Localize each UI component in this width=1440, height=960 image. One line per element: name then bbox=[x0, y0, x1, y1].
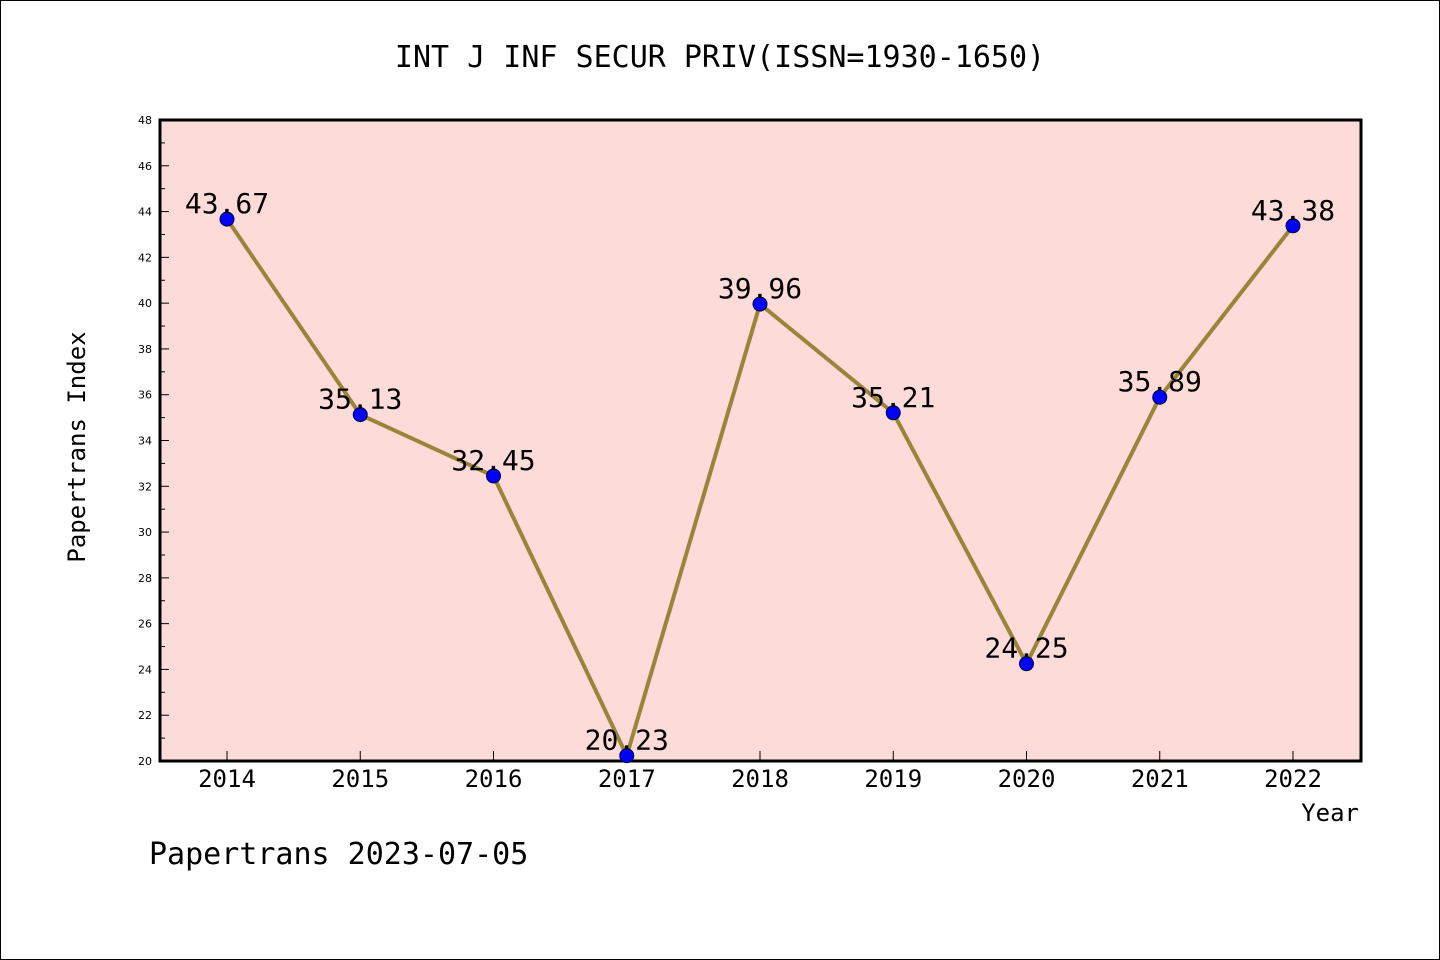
data-point bbox=[219, 211, 235, 227]
y-tick-label: 44 bbox=[138, 206, 152, 219]
data-point bbox=[486, 468, 501, 484]
series-group: 43.67 35.13 32.45 20.23 39.96 35.21 24.25 35.89… bbox=[185, 187, 1335, 764]
x-tick-label: 2017 bbox=[598, 765, 656, 793]
data-point bbox=[885, 405, 901, 421]
x-tick-label: 2014 bbox=[198, 765, 256, 793]
x-tick-label: 2016 bbox=[465, 765, 523, 793]
y-tick-label: 36 bbox=[138, 389, 152, 402]
data-point bbox=[1152, 389, 1168, 405]
x-tick-label: 2019 bbox=[864, 765, 922, 793]
y-tick-label: 26 bbox=[138, 618, 152, 631]
data-label: 24.25 bbox=[984, 632, 1068, 665]
y-tick-label: 30 bbox=[138, 526, 152, 539]
data-point bbox=[1019, 656, 1034, 672]
x-axis-label: Year bbox=[1301, 799, 1359, 827]
y-tick-label: 22 bbox=[138, 709, 152, 722]
x-tick-label: 2022 bbox=[1264, 765, 1322, 793]
footer-text: Papertrans 2023-07-05 bbox=[149, 837, 528, 872]
data-label: 43.38 bbox=[1251, 194, 1335, 227]
x-tick-label: 2015 bbox=[331, 765, 389, 793]
data-label: 43.67 bbox=[185, 187, 269, 220]
x-tick-label: 2018 bbox=[731, 765, 789, 793]
data-point bbox=[1285, 218, 1301, 234]
y-tick-label: 32 bbox=[138, 480, 152, 493]
data-label: 35.21 bbox=[851, 381, 935, 414]
y-tick-label: 34 bbox=[138, 435, 152, 448]
y-axis-label: Papertrans Index bbox=[63, 331, 91, 562]
data-point bbox=[352, 407, 368, 423]
x-tick-label: 2021 bbox=[1131, 765, 1189, 793]
y-tick-label: 40 bbox=[138, 297, 152, 310]
data-label: 35.89 bbox=[1118, 365, 1202, 398]
y-tick-label: 42 bbox=[138, 251, 152, 264]
plot-area bbox=[158, 118, 1363, 763]
data-label: 35.13 bbox=[318, 383, 402, 416]
y-tick-label: 48 bbox=[138, 114, 152, 127]
y-axis: 20 22 24 26 28 30 32 34 36 38 40 42 44 46 48 bbox=[138, 114, 169, 768]
data-point bbox=[752, 296, 768, 312]
y-tick-label: 46 bbox=[138, 160, 152, 173]
y-tick-label: 28 bbox=[138, 572, 152, 585]
data-label: 20.23 bbox=[585, 724, 669, 757]
x-axis: 2014 2015 2016 2017 2018 2019 2020 2021 2022 bbox=[198, 751, 1322, 793]
data-label: 39.96 bbox=[718, 272, 802, 305]
data-point bbox=[619, 748, 635, 764]
data-label: 32.45 bbox=[451, 444, 535, 477]
x-tick-label: 2020 bbox=[998, 765, 1056, 793]
chart-title: INT J INF SECUR PRIV(ISSN=1930-1650) bbox=[395, 40, 1045, 75]
y-tick-label: 24 bbox=[138, 663, 152, 676]
y-tick-label: 20 bbox=[138, 755, 152, 768]
y-tick-label: 38 bbox=[138, 343, 152, 356]
